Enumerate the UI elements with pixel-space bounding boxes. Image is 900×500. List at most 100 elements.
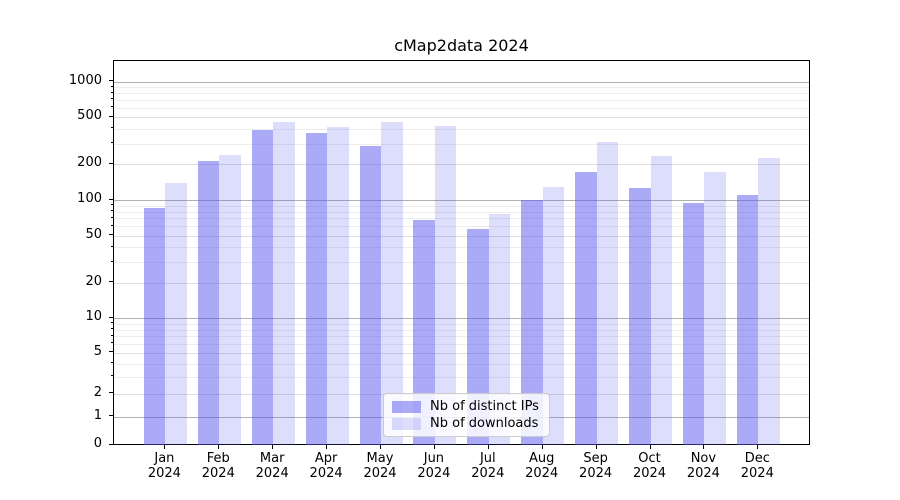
bar-jan-downloads <box>165 182 187 445</box>
x-label-year: 2024 <box>686 466 720 481</box>
y-tick-label: 0 <box>93 436 102 451</box>
minor-gridline <box>114 336 809 338</box>
bar-oct-downloads <box>650 155 672 445</box>
bar-apr-ips <box>305 132 328 445</box>
x-tick-mark <box>757 445 759 449</box>
minor-gridline <box>114 205 809 207</box>
x-label-year: 2024 <box>255 466 289 481</box>
y-tick-label: 500 <box>77 108 102 124</box>
minor-gridline <box>114 343 809 345</box>
major-gridline <box>114 318 809 320</box>
x-tick-label-nov: Nov 2024 <box>671 451 735 481</box>
x-label-month: May <box>366 451 394 466</box>
legend-swatch-distinct-ips <box>392 400 421 413</box>
x-tick-label-mar: Mar 2024 <box>240 451 304 481</box>
x-label-month: Apr <box>314 451 338 466</box>
legend-item-distinct-ips: Nb of distinct IPs <box>392 399 541 414</box>
x-label-month: Sep <box>583 451 608 466</box>
x-label-month: Dec <box>744 451 770 466</box>
plot-area: Nb of distinct IPs Nb of downloads <box>113 60 810 445</box>
y-minor-tick-mark <box>110 245 113 247</box>
bar-feb-ips <box>197 160 220 445</box>
x-label-month: Mar <box>259 451 285 466</box>
y-minor-tick-mark <box>110 85 113 87</box>
y-tick-mark <box>109 392 113 394</box>
bar-oct-ips <box>629 187 651 445</box>
y-minor-tick-mark <box>110 342 113 344</box>
x-label-month: Jul <box>479 451 496 466</box>
y-tick-label: 2 <box>93 384 102 400</box>
x-label-year: 2024 <box>579 466 613 481</box>
y-minor-tick-mark <box>110 362 113 363</box>
minor-gridline <box>114 99 809 101</box>
bar-jul-downloads <box>488 213 511 445</box>
major-gridline <box>114 164 809 166</box>
x-tick-label-feb: Feb 2024 <box>186 451 250 481</box>
x-tick-mark <box>541 445 543 449</box>
y-tick-mark <box>109 281 113 283</box>
y-tick-mark <box>109 198 113 200</box>
minor-gridline <box>114 262 809 263</box>
y-minor-tick-mark <box>110 91 113 93</box>
y-minor-tick-mark <box>110 142 113 143</box>
minor-gridline <box>114 323 809 325</box>
major-gridline <box>114 200 809 202</box>
y-tick-label: 50 <box>85 226 102 242</box>
x-label-year: 2024 <box>417 466 451 481</box>
y-tick-label: 10 <box>85 309 102 325</box>
bar-mar-downloads <box>273 121 295 445</box>
y-tick-mark <box>109 162 113 164</box>
bar-nov-ips <box>682 202 705 445</box>
x-label-month: Jun <box>423 451 445 466</box>
y-minor-tick-mark <box>110 210 113 211</box>
minor-gridline <box>114 93 809 94</box>
x-label-month: Feb <box>206 451 230 466</box>
x-tick-label-jun: Jun 2024 <box>402 451 466 481</box>
minor-gridline <box>114 211 809 213</box>
y-minor-tick-mark <box>110 322 113 323</box>
x-tick-label-sep: Sep 2024 <box>564 451 628 481</box>
x-label-month: Jan <box>154 451 175 466</box>
y-minor-tick-mark <box>110 216 113 218</box>
legend: Nb of distinct IPs Nb of downloads <box>383 393 550 437</box>
y-tick-label: 100 <box>77 191 102 207</box>
x-label-month: Aug <box>528 451 555 466</box>
minor-gridline <box>114 376 809 378</box>
legend-swatch-downloads <box>392 417 421 430</box>
x-label-year: 2024 <box>740 466 774 481</box>
y-tick-mark <box>109 351 113 353</box>
bar-jun-downloads <box>434 125 457 445</box>
x-label-year: 2024 <box>309 466 343 481</box>
bar-dec-downloads <box>758 158 780 445</box>
legend-label-distinct-ips: Nb of distinct IPs <box>430 399 539 414</box>
x-tick-label-jul: Jul 2024 <box>456 451 520 481</box>
y-minor-tick-mark <box>110 204 113 205</box>
x-tick-mark <box>595 445 597 449</box>
y-tick-mark <box>109 415 113 416</box>
x-label-year: 2024 <box>363 466 397 481</box>
minor-gridline <box>114 143 809 145</box>
y-tick-label: 20 <box>85 273 102 289</box>
y-minor-tick-mark <box>110 98 113 100</box>
chart-title: cMap2data 2024 <box>394 36 529 55</box>
x-tick-mark <box>272 445 274 449</box>
y-tick-mark <box>109 316 113 318</box>
y-minor-tick-mark <box>110 106 113 108</box>
y-tick-mark <box>109 443 113 445</box>
major-gridline <box>114 282 809 284</box>
major-gridline <box>114 81 809 83</box>
bar-aug-ips <box>521 200 543 445</box>
bar-nov-downloads <box>704 172 726 445</box>
x-tick-label-aug: Aug 2024 <box>510 451 574 481</box>
y-minor-tick-mark <box>110 334 113 336</box>
x-tick-mark <box>433 445 435 449</box>
y-minor-tick-mark <box>110 224 113 226</box>
y-tick-label: 200 <box>77 155 102 171</box>
minor-gridline <box>114 363 809 365</box>
bar-jan-ips <box>143 208 166 445</box>
minor-gridline <box>114 329 809 331</box>
x-label-year: 2024 <box>632 466 667 481</box>
legend-item-downloads: Nb of downloads <box>392 416 541 431</box>
y-tick-label: 1 <box>93 407 102 423</box>
